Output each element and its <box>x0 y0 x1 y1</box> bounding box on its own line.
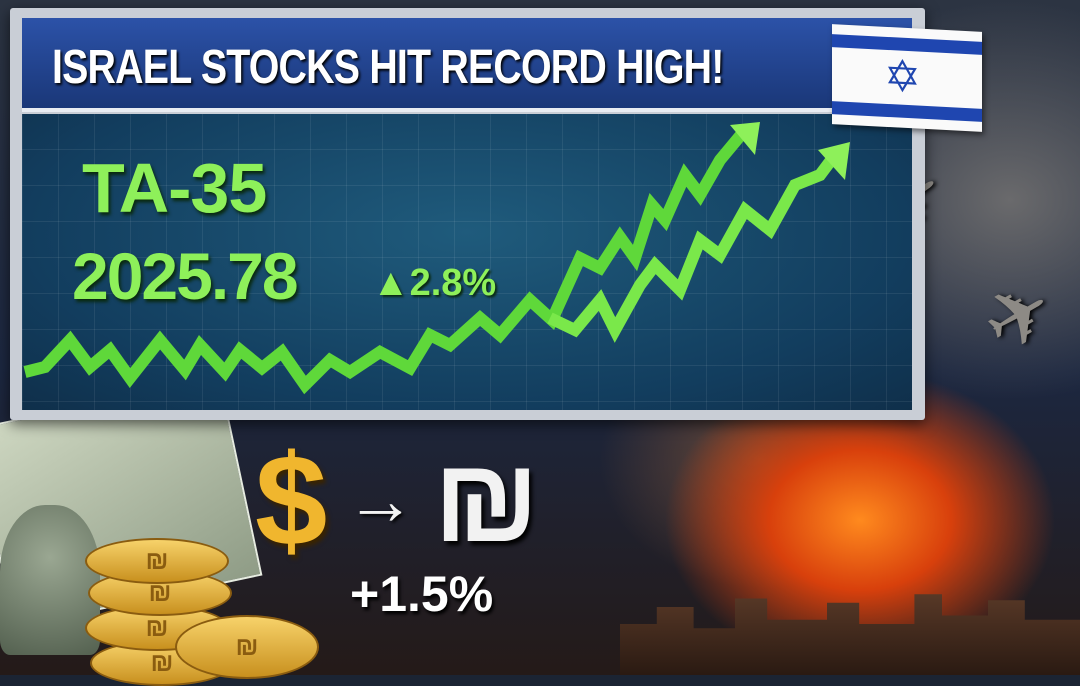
headline-banner: ISRAEL STOCKS HIT RECORD HIGH! <box>22 18 912 112</box>
israel-flag-icon: ✡ <box>832 24 982 132</box>
currency-change: +1.5% <box>350 566 494 622</box>
index-change: ▲2.8% <box>372 262 497 304</box>
shekel-coin: ₪ <box>175 615 319 679</box>
headline: ISRAEL STOCKS HIT RECORD HIGH! <box>52 41 724 94</box>
shekel-coin: ₪ <box>85 538 229 584</box>
arrow-right-icon: → <box>345 461 416 539</box>
banknote-portrait-image <box>0 505 100 655</box>
star-of-david-icon: ✡ <box>884 51 921 103</box>
shekel-symbol: ₪ <box>433 433 540 567</box>
index-value: 2025.78 <box>72 239 299 313</box>
dollar-symbol: $ <box>255 427 328 573</box>
currency-conversion: $ → ₪ <box>255 427 540 573</box>
index-name: TA-35 <box>82 149 267 227</box>
